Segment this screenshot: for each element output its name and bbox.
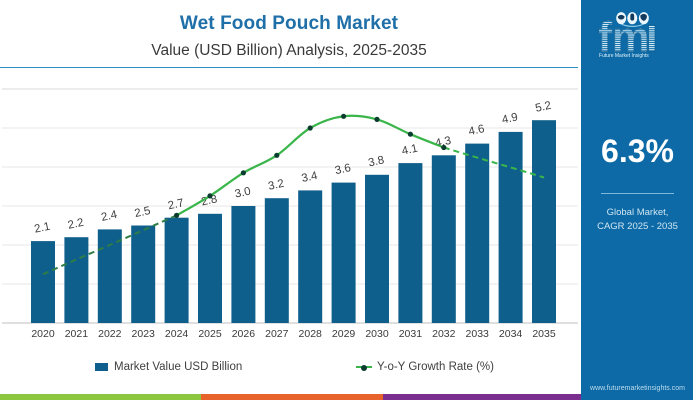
svg-text:3.4: 3.4 [301, 170, 320, 185]
svg-text:2.4: 2.4 [100, 209, 119, 224]
svg-text:2.7: 2.7 [167, 197, 185, 212]
svg-text:2024: 2024 [165, 328, 189, 340]
svg-text:3.0: 3.0 [234, 186, 252, 201]
svg-text:4.9: 4.9 [501, 111, 519, 126]
svg-text:2030: 2030 [365, 328, 389, 340]
svg-text:2026: 2026 [232, 328, 256, 340]
svg-text:2029: 2029 [332, 328, 356, 340]
svg-text:4.6: 4.6 [468, 123, 486, 138]
svg-text:2034: 2034 [499, 328, 523, 340]
svg-text:2.2: 2.2 [67, 217, 85, 232]
svg-text:2033: 2033 [466, 328, 490, 340]
svg-text:2031: 2031 [399, 328, 423, 340]
svg-text:5.2: 5.2 [534, 100, 552, 115]
svg-text:2035: 2035 [532, 328, 556, 340]
svg-text:3.6: 3.6 [334, 162, 352, 177]
svg-text:2022: 2022 [98, 328, 122, 340]
svg-text:2027: 2027 [265, 328, 289, 340]
svg-text:2020: 2020 [31, 328, 55, 340]
svg-text:2023: 2023 [132, 328, 156, 340]
svg-text:4.1: 4.1 [401, 143, 419, 158]
svg-text:2032: 2032 [432, 328, 456, 340]
svg-text:fm: fm [598, 13, 650, 59]
svg-text:2.5: 2.5 [134, 205, 152, 220]
svg-text:2028: 2028 [299, 328, 323, 340]
svg-text:3.2: 3.2 [267, 178, 285, 193]
svg-text:2021: 2021 [65, 328, 89, 340]
svg-text:2.1: 2.1 [33, 221, 51, 236]
svg-text:2025: 2025 [198, 328, 222, 340]
svg-text:Future Market Insights: Future Market Insights [599, 53, 649, 59]
